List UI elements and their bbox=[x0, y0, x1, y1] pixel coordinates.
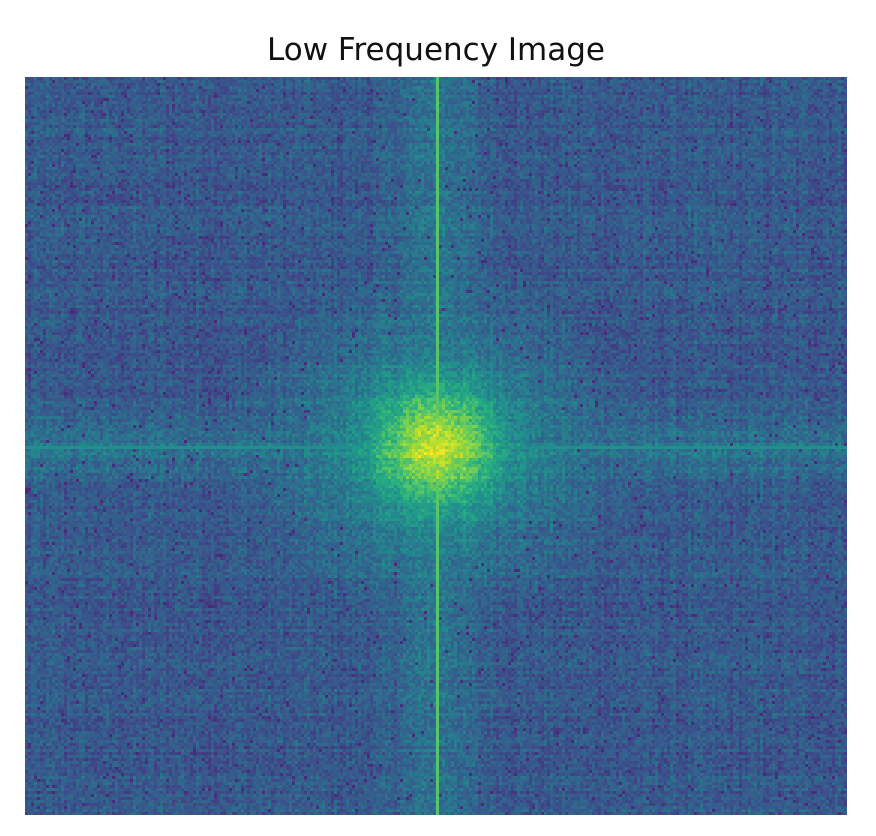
image-title: Low Frequency Image bbox=[267, 32, 605, 68]
frequency-spectrum-image bbox=[25, 77, 847, 815]
spectrum-canvas bbox=[25, 77, 847, 815]
